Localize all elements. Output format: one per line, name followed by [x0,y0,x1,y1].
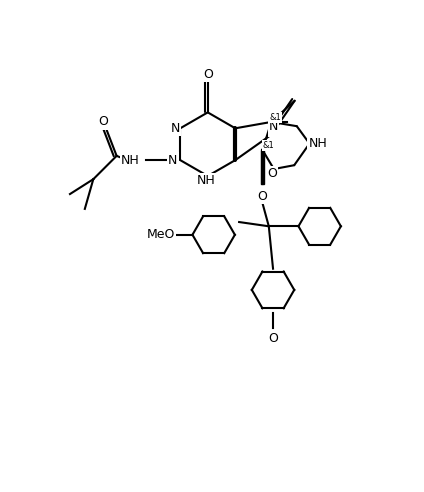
Text: N: N [269,123,278,136]
Text: MeO: MeO [146,228,175,241]
Text: O: O [203,68,213,81]
Text: NH: NH [309,137,327,150]
Text: NH: NH [196,174,215,187]
Text: O: O [257,190,268,203]
Text: &1: &1 [270,113,282,122]
Text: N: N [168,154,177,167]
Text: N: N [269,120,278,133]
Text: O: O [268,332,278,345]
Text: NH: NH [121,154,140,167]
Polygon shape [261,150,264,184]
Text: O: O [267,167,277,180]
Text: &1: &1 [263,141,275,150]
Text: N: N [170,122,180,135]
Text: O: O [98,116,108,128]
